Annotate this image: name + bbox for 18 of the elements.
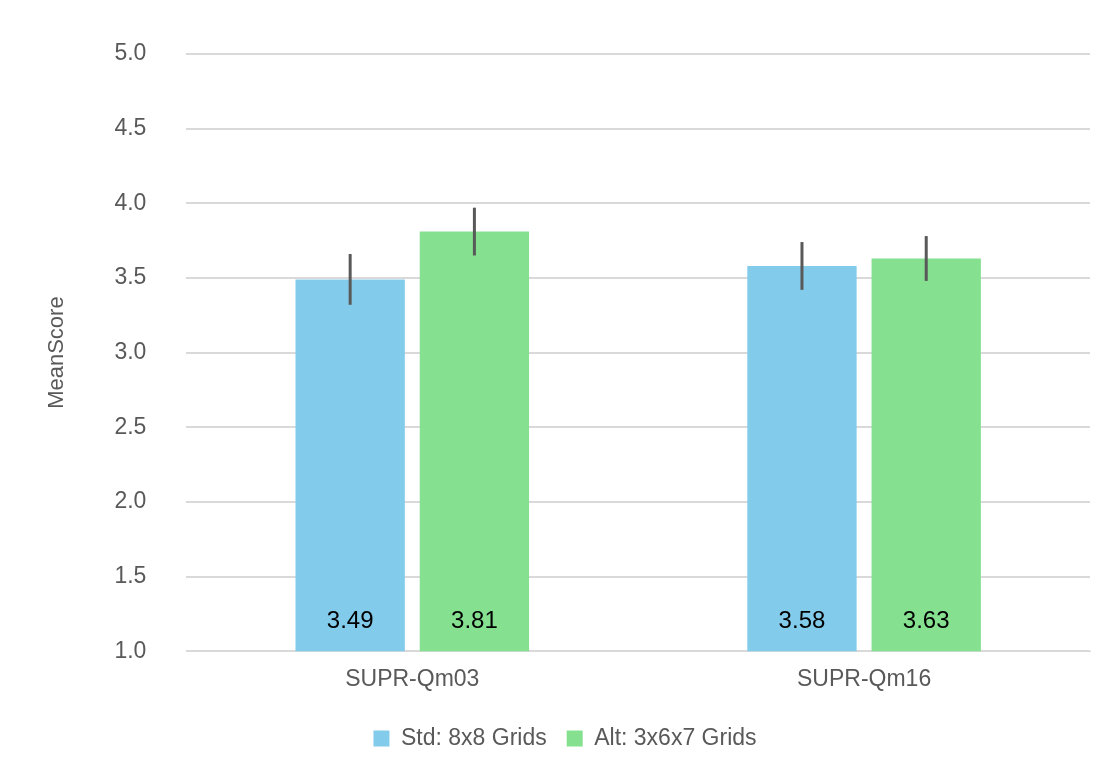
y-tick-label: 3.0 [114,337,147,364]
y-tick-label: 2.5 [114,412,147,439]
x-tick-label: SUPR-Qm16 [796,664,932,691]
y-tick-label: 2.0 [114,487,147,514]
y-tick-label: 1.0 [114,636,147,663]
y-tick-label: 5.0 [114,39,147,66]
data-label: 3.58 [778,606,826,634]
legend-label: Alt: 3x6x7 Grids [594,723,757,750]
y-tick-label: 4.5 [114,113,147,140]
data-label: 3.63 [902,606,950,634]
y-tick-label: 1.5 [114,562,147,589]
legend-label: Std: 8x8 Grids [400,723,547,750]
y-tick-label: 3.5 [114,263,147,290]
y-axis-title: MeanScore [43,296,69,409]
data-label: 3.81 [451,606,498,634]
y-tick-label: 4.0 [114,188,147,215]
x-tick-label: SUPR-Qm03 [345,664,480,691]
data-label: 3.49 [326,606,374,634]
